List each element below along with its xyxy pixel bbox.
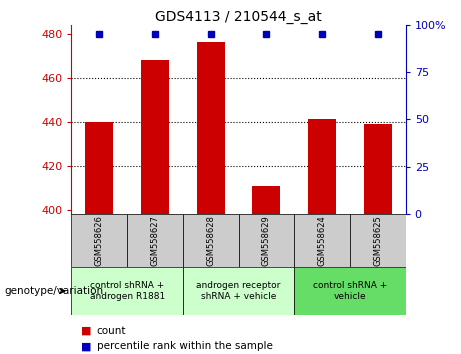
Bar [364, 124, 392, 214]
Text: GSM558627: GSM558627 [150, 215, 160, 266]
Bar [253, 185, 280, 214]
Bar [350, 214, 406, 267]
Text: genotype/variation: genotype/variation [5, 286, 104, 296]
Bar [127, 214, 183, 267]
Bar [308, 120, 336, 214]
Bar [183, 267, 294, 315]
Bar [238, 214, 294, 267]
Bar [197, 42, 225, 214]
Text: control shRNA +
vehicle: control shRNA + vehicle [313, 281, 387, 301]
Bar [85, 122, 113, 214]
Text: ■: ■ [81, 326, 91, 336]
Bar [183, 214, 238, 267]
Bar [71, 267, 183, 315]
Bar [294, 214, 350, 267]
Text: GSM558624: GSM558624 [318, 215, 327, 266]
Text: percentile rank within the sample: percentile rank within the sample [97, 341, 273, 351]
Bar [141, 60, 169, 214]
Text: count: count [97, 326, 126, 336]
Text: GSM558625: GSM558625 [373, 215, 382, 266]
Bar [294, 267, 406, 315]
Text: GSM558629: GSM558629 [262, 215, 271, 266]
Text: GSM558628: GSM558628 [206, 215, 215, 266]
Title: GDS4113 / 210544_s_at: GDS4113 / 210544_s_at [155, 10, 322, 24]
Text: GSM558626: GSM558626 [95, 215, 104, 266]
Text: androgen receptor
shRNA + vehicle: androgen receptor shRNA + vehicle [196, 281, 281, 301]
Text: control shRNA +
androgen R1881: control shRNA + androgen R1881 [89, 281, 165, 301]
Bar [71, 214, 127, 267]
Text: ■: ■ [81, 341, 91, 351]
